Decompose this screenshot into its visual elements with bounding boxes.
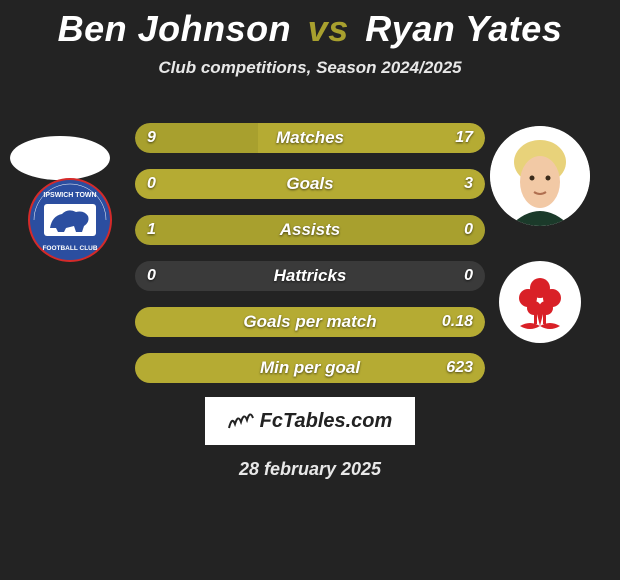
stat-bar-left-fill: [135, 215, 485, 245]
ipswich-badge-icon: IPSWICH TOWN FOOTBALL CLUB: [28, 178, 112, 262]
stat-value-left: 9: [147, 123, 156, 153]
stat-row: 0 0Hattricks: [135, 261, 485, 291]
player1-name: Ben Johnson: [58, 8, 292, 49]
stat-row: 10Assists: [135, 215, 485, 245]
player2-club-badge: [498, 260, 582, 344]
player1-club-badge: IPSWICH TOWN FOOTBALL CLUB: [28, 178, 112, 262]
stats-bars: 917Matches03Goals10Assists00Hattricks0.1…: [135, 123, 485, 399]
stat-value-right: 623: [446, 353, 473, 383]
fctables-logo-icon: [228, 410, 254, 432]
stat-value-right: 17: [455, 123, 473, 153]
stat-row: 917Matches: [135, 123, 485, 153]
forest-badge-icon: [498, 260, 582, 344]
vs-text: vs: [308, 8, 349, 49]
stat-value-right: 0.18: [442, 307, 473, 337]
watermark: FcTables.com: [205, 397, 415, 445]
comparison-title: Ben Johnson vs Ryan Yates: [0, 0, 620, 50]
subtitle: Club competitions, Season 2024/2025: [0, 58, 620, 78]
stat-row: 03Goals: [135, 169, 485, 199]
stat-value-left: 0: [147, 261, 156, 291]
stat-bar-right-fill: [135, 169, 485, 199]
stat-row: 0.18Goals per match: [135, 307, 485, 337]
stat-bar-right-fill: [135, 307, 485, 337]
stat-label: Hattricks: [135, 261, 485, 291]
player2-avatar: [490, 126, 590, 226]
stat-value-right: 0: [464, 261, 473, 291]
watermark-text: FcTables.com: [260, 410, 393, 433]
stat-row: 623Min per goal: [135, 353, 485, 383]
player2-name: Ryan Yates: [365, 8, 562, 49]
stat-value-left: 0: [147, 169, 156, 199]
stat-bar-right-fill: [135, 353, 485, 383]
stat-value-left: 1: [147, 215, 156, 245]
svg-text:FOOTBALL CLUB: FOOTBALL CLUB: [42, 245, 97, 252]
stat-value-right: 3: [464, 169, 473, 199]
svg-text:IPSWICH TOWN: IPSWICH TOWN: [43, 192, 96, 199]
player-face-icon: [490, 126, 590, 226]
date-text: 28 february 2025: [0, 459, 620, 480]
stat-value-right: 0: [464, 215, 473, 245]
stat-bar-right-fill: [258, 123, 486, 153]
